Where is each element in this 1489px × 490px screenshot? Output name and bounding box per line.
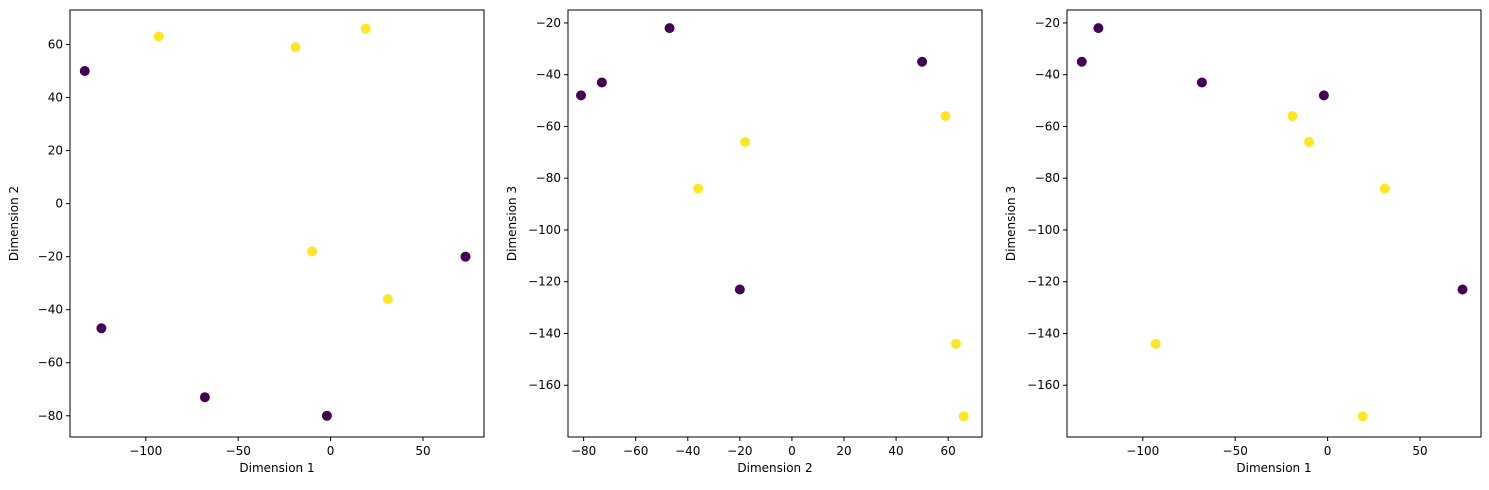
y-tick-label: −60	[1035, 119, 1060, 133]
data-point	[740, 136, 751, 147]
x-tick-label: 60	[941, 444, 956, 458]
data-point	[950, 338, 961, 349]
data-point	[1379, 183, 1390, 194]
data-point	[596, 77, 607, 88]
x-axis-label: Dimension 2	[737, 461, 812, 475]
x-tick-label: 50	[415, 444, 430, 458]
x-tick-label: −20	[727, 444, 752, 458]
x-tick-label: −100	[1126, 444, 1159, 458]
scatter-panel-2: −80 −60 −40 −20 0 20 40 60 −160 −140 −120 −100 −80 −6…	[505, 9, 983, 475]
data-point	[307, 246, 318, 257]
data-point	[1318, 90, 1329, 101]
data-point	[1076, 56, 1087, 67]
y-tick-label: −20	[536, 16, 561, 30]
y-tick-label: 60	[48, 37, 63, 51]
data-point	[153, 31, 164, 42]
data-point	[1304, 136, 1315, 147]
x-tick-label: −80	[571, 444, 596, 458]
y-tick-label: −40	[536, 68, 561, 82]
y-tick-label: −80	[1035, 171, 1060, 185]
data-point	[734, 284, 745, 295]
y-tick-label: −40	[38, 303, 63, 317]
data-point	[664, 23, 675, 34]
data-point	[1357, 411, 1368, 422]
y-tick-label: −80	[38, 409, 63, 423]
y-tick-label: −100	[1027, 223, 1060, 237]
x-tick-label: −100	[129, 444, 162, 458]
data-point	[1150, 338, 1161, 349]
y-tick-label: −20	[38, 250, 63, 264]
x-axis-label: Dimension 1	[239, 461, 314, 475]
y-tick-label: −100	[528, 223, 561, 237]
x-tick-label: 0	[1324, 444, 1332, 458]
data-point	[1457, 284, 1468, 295]
y-tick-label: 40	[48, 91, 63, 105]
y-tick-label: 20	[48, 144, 63, 158]
data-point	[958, 411, 969, 422]
data-point	[79, 66, 90, 76]
x-tick-label: −40	[675, 444, 700, 458]
y-tick-label: −20	[1035, 16, 1060, 30]
y-tick-label: 0	[55, 197, 63, 211]
y-tick-label: −80	[536, 171, 561, 185]
x-tick-label: 50	[1412, 444, 1427, 458]
data-point	[1196, 77, 1207, 88]
data-point	[460, 251, 471, 262]
y-tick-label: −60	[536, 119, 561, 133]
x-tick-label: 0	[327, 444, 335, 458]
data-point	[199, 392, 210, 403]
x-axis-label: Dimension 1	[1236, 461, 1311, 475]
scatter-panel-3: −100 −50 0 50 −160 −140 −120 −100 −80 −60 −40 −20 Di…	[1004, 9, 1482, 475]
y-tick-label: −60	[38, 356, 63, 370]
data-point	[360, 23, 371, 34]
x-tick-label: 40	[888, 444, 903, 458]
data-point	[382, 294, 393, 305]
data-point	[576, 90, 587, 101]
data-point	[940, 111, 951, 122]
data-point	[290, 42, 301, 53]
x-tick-label: −60	[623, 444, 648, 458]
y-tick-label: −140	[1027, 326, 1060, 340]
y-tick-label: −160	[528, 378, 561, 392]
plot-frame	[1066, 9, 1482, 438]
y-axis-label: Dimension 2	[7, 186, 21, 261]
data-point	[321, 410, 332, 421]
y-axis-label: Dimension 3	[505, 186, 519, 261]
y-tick-label: −120	[1027, 275, 1060, 289]
data-point	[917, 56, 928, 67]
y-axis-label: Dimension 3	[1004, 186, 1018, 261]
y-tick-label: −120	[528, 275, 561, 289]
x-tick-label: 20	[836, 444, 851, 458]
plot-frame	[69, 9, 485, 438]
scatter-panel-1: −100 −50 0 50 −80 −60 −40 −20 0 20 40 60 Dimension 1…	[7, 9, 485, 475]
data-point	[96, 323, 107, 334]
data-point	[693, 183, 704, 194]
y-tick-label: −160	[1027, 378, 1060, 392]
y-tick-label: −40	[1035, 68, 1060, 82]
x-tick-label: 0	[788, 444, 796, 458]
x-tick-label: −50	[226, 444, 251, 458]
plot-frame	[567, 9, 983, 438]
y-tick-label: −140	[528, 326, 561, 340]
x-tick-label: −50	[1223, 444, 1248, 458]
data-point	[1093, 23, 1104, 34]
data-point	[1287, 111, 1298, 122]
